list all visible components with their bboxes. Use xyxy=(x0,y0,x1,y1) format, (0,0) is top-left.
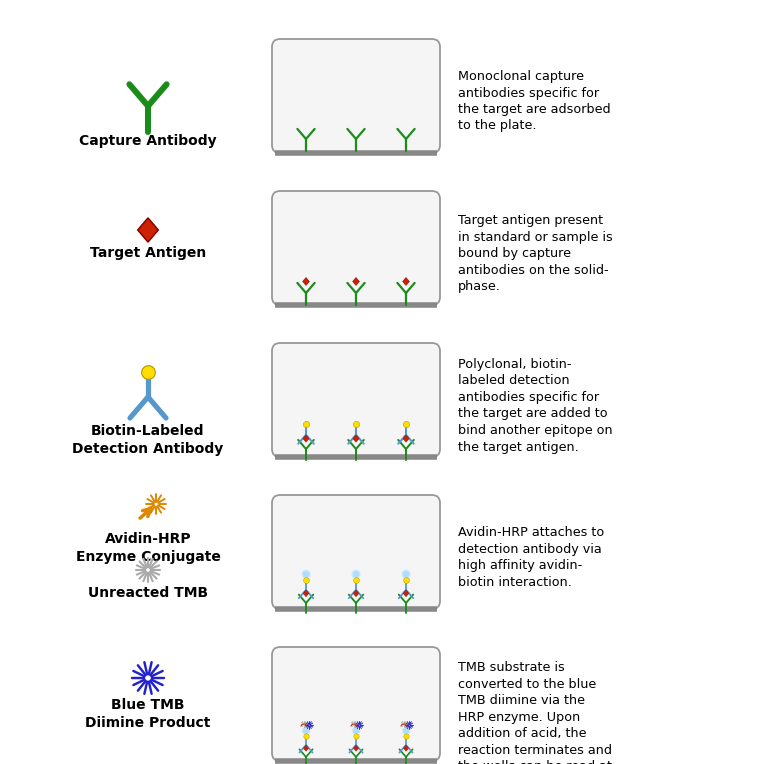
Text: Unreacted TMB: Unreacted TMB xyxy=(88,586,208,600)
FancyBboxPatch shape xyxy=(272,39,440,153)
Text: Target antigen present
in standard or sample is
bound by capture
antibodies on t: Target antigen present in standard or sa… xyxy=(458,214,613,293)
Polygon shape xyxy=(353,590,359,597)
Text: Biotin-Labeled
Detection Antibody: Biotin-Labeled Detection Antibody xyxy=(73,424,224,456)
Circle shape xyxy=(402,727,410,734)
Polygon shape xyxy=(403,745,409,751)
Circle shape xyxy=(403,728,409,733)
FancyBboxPatch shape xyxy=(272,343,440,457)
Polygon shape xyxy=(403,277,410,286)
Circle shape xyxy=(352,727,360,734)
Polygon shape xyxy=(303,277,309,286)
Circle shape xyxy=(353,571,359,577)
Circle shape xyxy=(303,728,309,733)
Circle shape xyxy=(303,571,309,577)
Circle shape xyxy=(302,727,310,734)
FancyBboxPatch shape xyxy=(272,191,440,305)
Circle shape xyxy=(402,570,410,578)
Polygon shape xyxy=(354,745,358,751)
Text: Avidin-HRP attaches to
detection antibody via
high affinity avidin-
biotin inter: Avidin-HRP attaches to detection antibod… xyxy=(458,526,604,588)
Text: Capture Antibody: Capture Antibody xyxy=(79,134,217,148)
Text: Blue TMB
Diimine Product: Blue TMB Diimine Product xyxy=(86,698,211,730)
Text: TMB substrate is
converted to the blue
TMB diimine via the
HRP enzyme. Upon
addi: TMB substrate is converted to the blue T… xyxy=(458,661,612,764)
FancyBboxPatch shape xyxy=(272,647,440,761)
Circle shape xyxy=(302,570,310,578)
Text: Monoclonal capture
antibodies specific for
the target are adsorbed
to the plate.: Monoclonal capture antibodies specific f… xyxy=(458,70,610,132)
Circle shape xyxy=(304,729,308,733)
Circle shape xyxy=(351,570,360,578)
Polygon shape xyxy=(303,435,309,442)
FancyBboxPatch shape xyxy=(272,495,440,609)
Circle shape xyxy=(354,572,358,576)
Circle shape xyxy=(403,571,409,577)
Polygon shape xyxy=(353,435,359,442)
Circle shape xyxy=(304,572,308,576)
Polygon shape xyxy=(403,435,409,442)
Polygon shape xyxy=(138,218,158,242)
Polygon shape xyxy=(303,590,309,597)
Polygon shape xyxy=(353,277,359,286)
Text: Avidin-HRP
Enzyme Conjugate: Avidin-HRP Enzyme Conjugate xyxy=(76,532,221,564)
Polygon shape xyxy=(403,590,409,597)
Text: Target Antigen: Target Antigen xyxy=(90,246,206,260)
Polygon shape xyxy=(303,745,309,751)
Circle shape xyxy=(354,729,358,733)
Circle shape xyxy=(404,729,408,733)
Circle shape xyxy=(353,728,359,733)
Text: Polyclonal, biotin-
labeled detection
antibodies specific for
the target are add: Polyclonal, biotin- labeled detection an… xyxy=(458,358,613,454)
Circle shape xyxy=(404,572,408,576)
